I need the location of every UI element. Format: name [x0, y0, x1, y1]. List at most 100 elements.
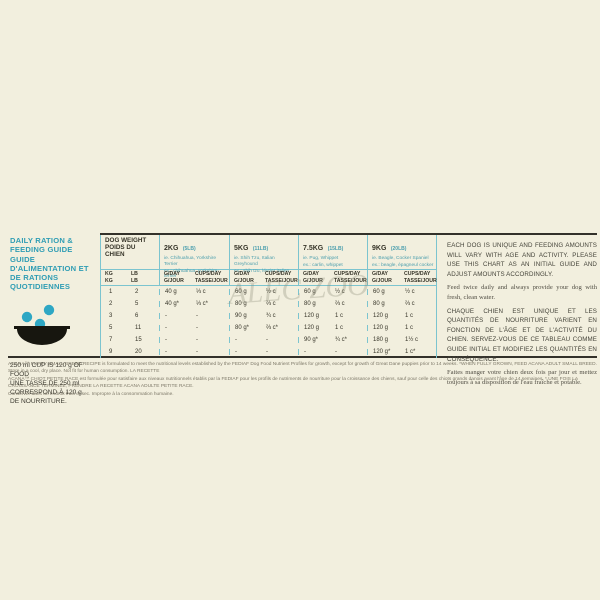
table-row: 2 5 40 g* ⅓ c* 80 g ⅔ c 80 g ⅔ c 80 g ⅔ …	[101, 298, 436, 310]
bottom-divider	[8, 356, 597, 358]
table-row: 9 20 - - - - - - 120 g* 1 c*	[101, 346, 436, 358]
weight-lb: 5	[135, 301, 139, 307]
cup-measure-note-fr: UNE TASSE DE 250 ml CORRESPOND À 120 g D…	[10, 379, 82, 406]
group-breeds-en: ie. Shih Tzu, Italian Greyhound	[234, 256, 275, 267]
cups-cell: ¾ c*	[335, 337, 348, 343]
grams-cell: -	[159, 337, 191, 343]
gday-column-header: G/DAY G/JOUR	[298, 271, 330, 285]
group-weight: 9KG	[372, 245, 387, 252]
group-breeds-fr: ex.: chihuahua, yorkshire-terrier	[164, 268, 219, 280]
table-row: 7 15 - - - - 90 g* ¾ c* 180 g 1½ c	[101, 334, 436, 346]
feeding-guide-title-en: DAILY RATION & FEEDING GUIDE	[10, 236, 73, 255]
group-weight-lb: (5LB)	[182, 246, 196, 252]
group-weight: 7.5KG	[303, 245, 324, 252]
grams-cell: 60 g	[298, 289, 330, 295]
weight-lb: 20	[135, 349, 142, 355]
group-weight: 2KG	[164, 245, 179, 252]
cups-cell: ⅔ c	[405, 301, 415, 307]
grams-cell: 120 g	[298, 325, 330, 331]
feeding-note-en: Feed twice daily and always provide your…	[447, 284, 597, 301]
cups-cell: ½ c	[335, 289, 345, 295]
cup-measure-note-en: 250 ml CUP IS 120 g OF FOOD	[10, 361, 83, 378]
group-weight-lb: (20LB)	[390, 246, 407, 252]
weight-kg: 1	[109, 289, 113, 295]
weight-kg: 3	[109, 313, 113, 319]
table-subheader-row: KG KG LB LB G/DAY G/JOUR CUPS/DAY TASSE/JOUR…	[101, 269, 437, 286]
weight-kg: 9	[109, 349, 113, 355]
grams-cell: 90 g	[229, 313, 261, 319]
cups-cell: -	[196, 349, 198, 355]
cups-cell: 1 c	[335, 313, 344, 319]
dog-weight-label-en: DOG WEIGHT	[105, 237, 147, 244]
grams-cell: -	[159, 325, 191, 331]
grams-cell: 120 g	[367, 325, 400, 331]
cupsday-column-header: CUPS/DAY TASSE/JOUR	[265, 271, 298, 284]
grams-cell: 40 g*	[159, 301, 191, 307]
grams-cell: 80 g	[367, 301, 400, 307]
weight-kg: 7	[109, 337, 113, 343]
weight-lb: 15	[135, 337, 142, 343]
weight-lb: 6	[135, 313, 139, 319]
kg-column-header: KG KG	[105, 271, 113, 284]
cups-cell: 1 c	[405, 313, 414, 319]
dog-bowl-kibble-icon	[12, 304, 72, 351]
group-weight: 5KG	[234, 245, 249, 252]
fine-print-line2: ACANA™ CHIOT PETITE RACE est formulée po…	[8, 376, 578, 390]
cups-cell: 1½ c	[405, 337, 419, 343]
cups-cell: ⅓ c	[196, 289, 206, 295]
weight-kg: 2	[109, 301, 113, 307]
grams-cell: 120 g*	[367, 349, 400, 355]
grams-cell: -	[159, 349, 191, 355]
gday-column-header: G/DAY G/JOUR	[159, 271, 191, 285]
grams-cell: 180 g	[367, 337, 400, 343]
group-breeds-fr: ex.: carlin, whippet	[303, 262, 343, 268]
fine-print-line3: Conserver dans un endroit frais et sec. …	[8, 391, 174, 397]
grams-cell: -	[298, 349, 330, 355]
grams-cell: 80 g*	[229, 325, 261, 331]
table-row: 5 11 - - 80 g* ⅔ c* 120 g 1 c 120 g 1 c	[101, 322, 436, 334]
dog-weight-header: DOG WEIGHT POIDS DU CHIEN	[101, 235, 159, 280]
cups-cell: -	[335, 349, 337, 355]
cupsday-column-header: CUPS/DAY TASSE/JOUR	[404, 271, 437, 284]
cups-cell: ⅔ c*	[266, 325, 279, 331]
weight-kg: 5	[109, 325, 113, 331]
grams-cell: 120 g	[298, 313, 330, 319]
gday-column-header: G/DAY G/JOUR	[367, 271, 400, 285]
cups-cell: ¾ c	[266, 313, 276, 319]
group-weight-lb: (15LB)	[327, 246, 344, 252]
lb-column-header: LB LB	[131, 271, 138, 284]
grams-cell: 90 g*	[298, 337, 330, 343]
cups-cell: -	[196, 337, 198, 343]
cups-cell: ⅓ c*	[196, 301, 209, 307]
grams-cell: 80 g	[229, 301, 261, 307]
group-header-7-5kg: 7.5KG (15LB) ie. Pug, Whippet ex.: carli…	[298, 235, 367, 280]
cups-cell: -	[266, 337, 268, 343]
group-breeds-fr: ex.: beagle, épagneul cocker	[372, 262, 434, 268]
table-row: 3 6 - - 90 g ¾ c 120 g 1 c 120 g 1 c	[101, 310, 436, 322]
group-breeds-en: ie. Chihuahua, Yorkshire Terrier	[164, 256, 217, 267]
group-header-5kg: 5KG (11LB) ie. Shih Tzu, Italian Greyhou…	[229, 235, 298, 280]
fine-print: ACANA™ PUPPY SMALL BREED RECIPE is formu…	[8, 361, 597, 398]
left-panel: DAILY RATION & FEEDING GUIDE GUIDE D'ALI…	[10, 236, 100, 407]
group-header-9kg: 9KG (20LB) ie. Beagle, Cocker Spaniel ex…	[367, 235, 437, 280]
group-header-2kg: 2KG (5LB) ie. Chihuahua, Yorkshire Terri…	[159, 235, 229, 280]
weight-lb: 2	[135, 289, 139, 295]
grams-cell: -	[229, 337, 261, 343]
grams-cell: 60 g	[229, 289, 261, 295]
feeding-note-fr-caps: CHAQUE CHIEN EST UNIQUE ET LES QUANTITÉS…	[447, 307, 597, 363]
group-breeds-en: ie. Beagle, Cocker Spaniel	[372, 256, 429, 261]
feeding-table: DOG WEIGHT POIDS DU CHIEN 2KG (5LB) ie. …	[100, 235, 437, 358]
group-breeds-en: ie. Pug, Whippet	[303, 256, 339, 261]
cups-cell: 1 c	[335, 325, 344, 331]
dog-weight-label-fr: POIDS DU CHIEN	[105, 244, 136, 259]
gday-column-header: G/DAY G/JOUR	[229, 271, 261, 285]
cupsday-column-header: CUPS/DAY TASSE/JOUR	[195, 271, 228, 284]
cups-cell: -	[266, 349, 268, 355]
top-divider	[100, 233, 597, 235]
group-weight-lb: (11LB)	[252, 246, 269, 252]
feeding-note-fr: Faites manger votre chien deux fois par …	[447, 369, 597, 386]
grams-cell: 40 g	[159, 289, 191, 295]
grams-cell: -	[159, 313, 191, 319]
cups-cell: ⅔ c	[266, 301, 276, 307]
cups-cell: -	[196, 313, 198, 319]
